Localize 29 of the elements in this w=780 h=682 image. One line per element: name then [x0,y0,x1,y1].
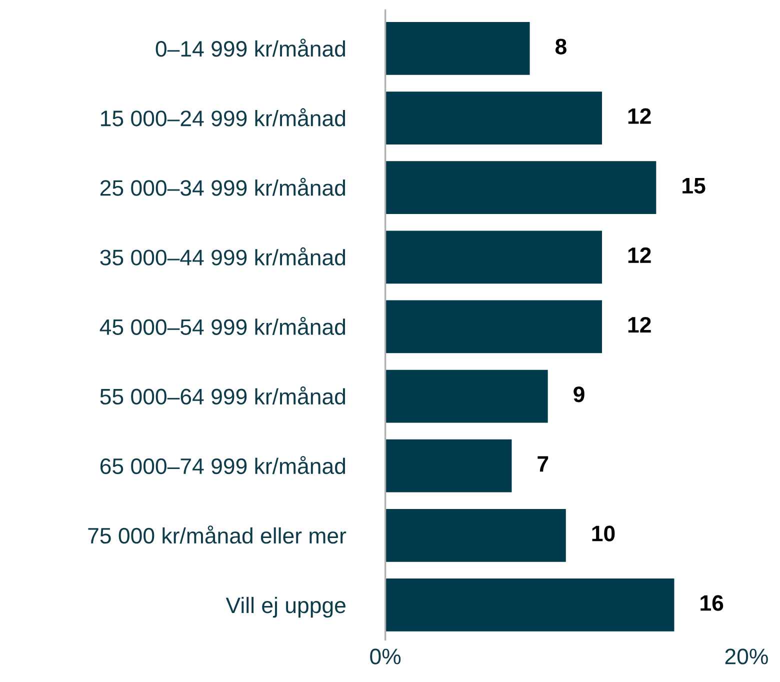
data-label: 12 [628,108,651,124]
bar [385,22,530,75]
data-label: 15 [682,178,706,194]
y-tick-label: 15 000–24 999 kr/månad [101,108,346,126]
y-tick-label: 45 000–54 999 kr/månad [100,316,346,335]
data-label: 12 [628,316,651,332]
data-label: 10 [592,526,615,542]
bar [385,439,512,492]
bar [385,92,602,144]
x-tick-label: 0% [370,648,401,664]
y-tick-label: 65 000–74 999 kr/månad [100,456,346,474]
y-tick-label: 35 000–44 999 kr/månad [100,247,346,266]
data-label: 9 [574,386,584,402]
bar [385,230,602,284]
y-tick-label: Vill ej uppge [226,596,346,618]
y-tick-label: 25 000–34 999 kr/månad [100,178,346,196]
x-tick-label: 20% [725,648,768,664]
bar [385,578,674,632]
y-tick-label: 75 000 kr/månad eller mer [88,526,346,544]
data-label: 7 [538,456,548,472]
bar [385,370,548,423]
data-label: 8 [555,38,566,54]
data-label: 16 [700,595,724,611]
y-tick-label: 55 000–64 999 kr/månad [100,386,346,405]
bar [385,508,566,562]
bar [385,161,656,214]
y-tick-label: 0–14 999 kr/månad [156,38,346,57]
bar [385,300,602,354]
data-label: 12 [628,247,651,263]
